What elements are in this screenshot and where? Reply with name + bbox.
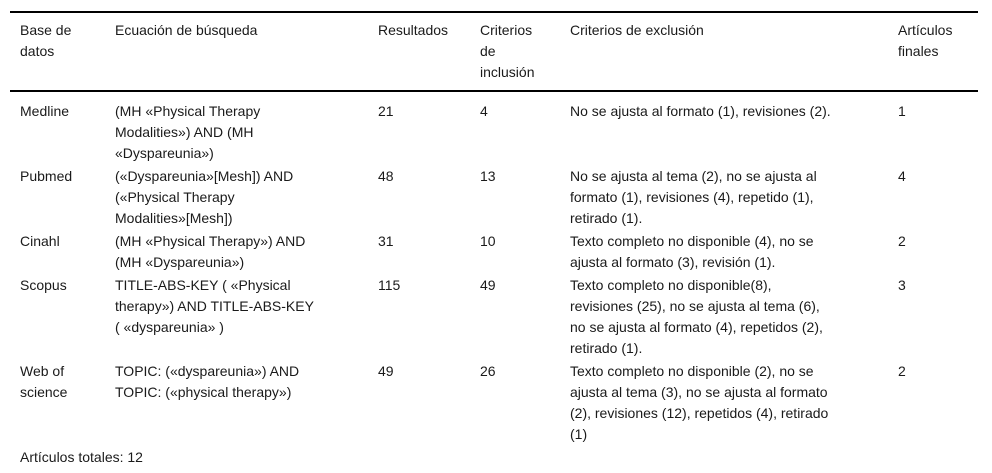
column-header-equation: Ecuación de búsqueda	[115, 12, 378, 92]
cell-exclusion: No se ajusta al formato (1), revisiones …	[570, 103, 831, 119]
column-header-exclusion: Criterios de exclusión	[570, 12, 898, 92]
cell-equation: TOPIC: («dyspareunia») AND TOPIC: («phys…	[115, 363, 300, 400]
cell-inclusion: 4	[480, 103, 488, 119]
cell-equation: (MH «Physical Therapy») AND (MH «Dyspare…	[115, 233, 306, 270]
cell-results: 31	[378, 233, 394, 249]
cell-results: 48	[378, 168, 394, 184]
cell-finals: 3	[898, 277, 906, 293]
cell-results: 115	[378, 277, 401, 293]
column-header-results: Resultados	[378, 12, 480, 92]
search-strategy-table: Base de datos Ecuación de búsqueda Resul…	[10, 11, 978, 473]
cell-finals: 2	[898, 233, 906, 249]
table-footer-total: Artículos totales: 12	[20, 449, 143, 465]
cell-database: Cinahl	[20, 233, 60, 249]
cell-equation: TITLE-ABS-KEY ( «Physical therapy») AND …	[115, 277, 314, 335]
header-row: Base de datos Ecuación de búsqueda Resul…	[10, 12, 978, 92]
table-row-medline: Medline (MH «Physical Therapy Modalities…	[10, 91, 978, 164]
cell-finals: 2	[898, 363, 906, 379]
cell-finals: 1	[898, 103, 906, 119]
cell-database: Web of science	[20, 363, 68, 400]
cell-inclusion: 10	[480, 233, 496, 249]
table-row-scopus: Scopus TITLE-ABS-KEY ( «Physical therapy…	[10, 273, 978, 359]
table-row-pubmed: Pubmed («Dyspareunia»[Mesh]) AND («Physi…	[10, 164, 978, 229]
cell-equation: (MH «Physical Therapy Modalities») AND (…	[115, 103, 261, 161]
cell-exclusion: Texto completo no disponible(8), revisio…	[570, 277, 823, 356]
cell-exclusion: Texto completo no disponible (2), no se …	[570, 363, 829, 442]
table-row-web-of-science: Web of science TOPIC: («dyspareunia») AN…	[10, 359, 978, 445]
cell-inclusion: 26	[480, 363, 496, 379]
column-header-finals: Artículos finales	[898, 12, 978, 92]
cell-exclusion: No se ajusta al tema (2), no se ajusta a…	[570, 168, 817, 226]
cell-inclusion: 13	[480, 168, 496, 184]
cell-results: 21	[378, 103, 394, 119]
cell-results: 49	[378, 363, 394, 379]
column-header-database: Base de datos	[10, 12, 115, 92]
cell-database: Pubmed	[20, 168, 73, 184]
cell-database: Medline	[20, 103, 70, 119]
cell-inclusion: 49	[480, 277, 496, 293]
cell-finals: 4	[898, 168, 906, 184]
column-header-inclusion: Criterios de inclusión	[480, 12, 570, 92]
table-row-cinahl: Cinahl (MH «Physical Therapy») AND (MH «…	[10, 229, 978, 273]
cell-database: Scopus	[20, 277, 67, 293]
cell-equation: («Dyspareunia»[Mesh]) AND («Physical The…	[115, 168, 294, 226]
table-footer-row: Artículos totales: 12	[10, 445, 978, 473]
cell-exclusion: Texto completo no disponible (4), no se …	[570, 233, 814, 270]
